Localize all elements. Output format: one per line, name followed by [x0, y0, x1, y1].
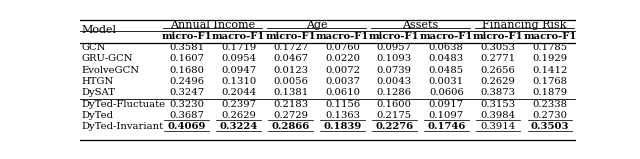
- Text: micro-F1: micro-F1: [473, 32, 524, 41]
- Text: GRU-GCN: GRU-GCN: [81, 54, 133, 63]
- Text: 0.0957: 0.0957: [377, 43, 412, 52]
- Text: 0.2183: 0.2183: [273, 100, 308, 109]
- Text: Assets: Assets: [402, 20, 438, 30]
- Text: 0.1768: 0.1768: [532, 77, 568, 86]
- Text: 0.3687: 0.3687: [170, 111, 204, 120]
- Text: micro-F1: micro-F1: [369, 32, 420, 41]
- Text: 0.2276: 0.2276: [375, 122, 413, 131]
- Text: micro-F1: micro-F1: [161, 32, 212, 41]
- Text: DyTed: DyTed: [81, 111, 113, 120]
- Text: 0.3914: 0.3914: [481, 122, 516, 131]
- Text: 0.3984: 0.3984: [481, 111, 516, 120]
- Text: 0.0043: 0.0043: [377, 77, 412, 86]
- Text: 0.1839: 0.1839: [323, 122, 362, 131]
- Text: 0.2656: 0.2656: [481, 66, 516, 75]
- Text: 0.0483: 0.0483: [429, 54, 464, 63]
- Text: HTGN: HTGN: [81, 77, 114, 86]
- Text: 0.2730: 0.2730: [532, 111, 568, 120]
- Text: 0.3153: 0.3153: [481, 100, 516, 109]
- Text: 0.0638: 0.0638: [429, 43, 464, 52]
- Text: 0.2629: 0.2629: [221, 111, 256, 120]
- Text: DyTed-Fluctuate: DyTed-Fluctuate: [81, 100, 166, 109]
- Text: 0.2175: 0.2175: [377, 111, 412, 120]
- Text: 0.1929: 0.1929: [532, 54, 568, 63]
- Text: macro-F1: macro-F1: [316, 32, 369, 41]
- Text: 0.1363: 0.1363: [325, 111, 360, 120]
- Text: 0.2629: 0.2629: [481, 77, 516, 86]
- Text: 0.0610: 0.0610: [325, 88, 360, 97]
- Text: 0.1600: 0.1600: [377, 100, 412, 109]
- Text: 0.0037: 0.0037: [325, 77, 360, 86]
- Text: 0.0917: 0.0917: [429, 100, 464, 109]
- Text: GCN: GCN: [81, 43, 106, 52]
- Text: 0.1680: 0.1680: [170, 66, 204, 75]
- Text: 0.0467: 0.0467: [273, 54, 308, 63]
- Text: 0.2496: 0.2496: [170, 77, 204, 86]
- Text: 0.1746: 0.1746: [427, 122, 465, 131]
- Text: 0.1785: 0.1785: [532, 43, 568, 52]
- Text: macro-F1: macro-F1: [524, 32, 577, 41]
- Text: 0.1719: 0.1719: [221, 43, 256, 52]
- Text: 0.3503: 0.3503: [531, 122, 570, 131]
- Text: 0.2397: 0.2397: [221, 100, 256, 109]
- Text: 0.0485: 0.0485: [429, 66, 464, 75]
- Text: 0.0056: 0.0056: [273, 77, 308, 86]
- Text: 0.0954: 0.0954: [221, 54, 256, 63]
- Text: 0.1156: 0.1156: [325, 100, 360, 109]
- Text: 0.1879: 0.1879: [532, 88, 568, 97]
- Text: 0.1607: 0.1607: [170, 54, 204, 63]
- Text: 0.2044: 0.2044: [221, 88, 256, 97]
- Text: Annual Income: Annual Income: [170, 20, 255, 30]
- Text: 0.1412: 0.1412: [532, 66, 568, 75]
- Text: 0.3247: 0.3247: [169, 88, 204, 97]
- Text: 0.1381: 0.1381: [273, 88, 308, 97]
- Text: 0.0606: 0.0606: [429, 88, 463, 97]
- Text: 0.2866: 0.2866: [271, 122, 310, 131]
- Text: 0.3053: 0.3053: [481, 43, 516, 52]
- Text: 0.4069: 0.4069: [168, 122, 206, 131]
- Text: Age: Age: [306, 20, 327, 30]
- Text: 0.0760: 0.0760: [325, 43, 360, 52]
- Text: 0.3224: 0.3224: [220, 122, 258, 131]
- Text: 0.1310: 0.1310: [221, 77, 256, 86]
- Text: 0.1727: 0.1727: [273, 43, 308, 52]
- Text: 0.0947: 0.0947: [221, 66, 256, 75]
- Text: Model: Model: [81, 25, 116, 35]
- Text: DySAT: DySAT: [81, 88, 115, 97]
- Text: 0.1286: 0.1286: [377, 88, 412, 97]
- Text: 0.3873: 0.3873: [481, 88, 516, 97]
- Text: macro-F1: macro-F1: [212, 32, 266, 41]
- Text: EvolveGCN: EvolveGCN: [81, 66, 140, 75]
- Text: 0.3230: 0.3230: [170, 100, 204, 109]
- Text: 0.0123: 0.0123: [273, 66, 308, 75]
- Text: 0.2729: 0.2729: [273, 111, 308, 120]
- Text: Financing Risk: Financing Risk: [482, 20, 566, 30]
- Text: 0.0072: 0.0072: [325, 66, 360, 75]
- Text: macro-F1: macro-F1: [420, 32, 473, 41]
- Text: 0.2338: 0.2338: [532, 100, 568, 109]
- Text: 0.1097: 0.1097: [429, 111, 464, 120]
- Text: 0.3581: 0.3581: [169, 43, 204, 52]
- Text: DyTed-Invariant: DyTed-Invariant: [81, 122, 164, 131]
- Text: 0.0220: 0.0220: [325, 54, 360, 63]
- Text: 0.1093: 0.1093: [377, 54, 412, 63]
- Text: 0.2771: 0.2771: [481, 54, 516, 63]
- Text: 0.0031: 0.0031: [429, 77, 464, 86]
- Text: micro-F1: micro-F1: [265, 32, 316, 41]
- Text: 0.0739: 0.0739: [377, 66, 412, 75]
